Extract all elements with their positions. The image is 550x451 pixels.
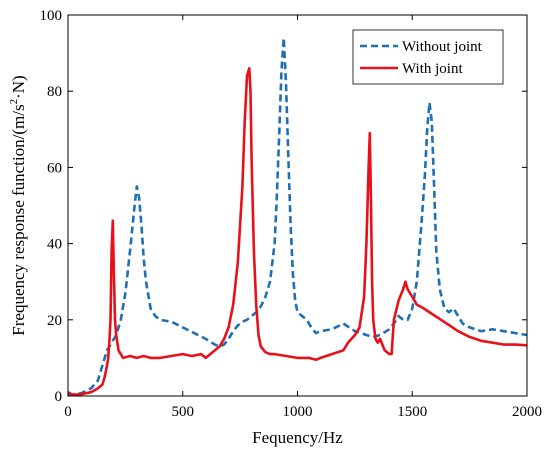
legend-label-without-joint: Without joint	[402, 39, 483, 55]
y-tick-label: 0	[55, 389, 63, 405]
y-axis-label-suffix: ·N)	[9, 75, 28, 99]
x-tick-label: 500	[172, 404, 195, 420]
y-tick-label: 20	[47, 313, 62, 329]
x-axis-label: Fequency/Hz	[252, 428, 343, 447]
x-tick-label: 0	[64, 404, 72, 420]
legend-box	[352, 29, 504, 85]
legend-label-with-joint: With joint	[402, 61, 463, 77]
series-line-with-joint	[67, 67, 528, 397]
x-tick-label: 2000	[512, 404, 542, 420]
x-tick-label: 1500	[397, 404, 427, 420]
ticks-layer: 0 500 1000 1500 2000 0 20 40 60 80 100	[40, 8, 543, 420]
y-axis-label: Frequency response function/(m/s2·N)	[8, 75, 28, 335]
series-line-without-joint	[67, 36, 528, 396]
legend: Without joint With joint	[352, 29, 504, 85]
y-tick-label: 60	[47, 160, 62, 176]
y-tick-label: 100	[40, 8, 63, 24]
y-axis-label-prefix: Frequency response function/(m/s	[9, 104, 28, 335]
y-axis-label-sup: 2	[8, 99, 20, 105]
y-tick-label: 80	[47, 84, 62, 100]
y-tick-label: 40	[47, 237, 62, 253]
x-tick-label: 1000	[283, 404, 313, 420]
series-layer	[67, 36, 528, 397]
